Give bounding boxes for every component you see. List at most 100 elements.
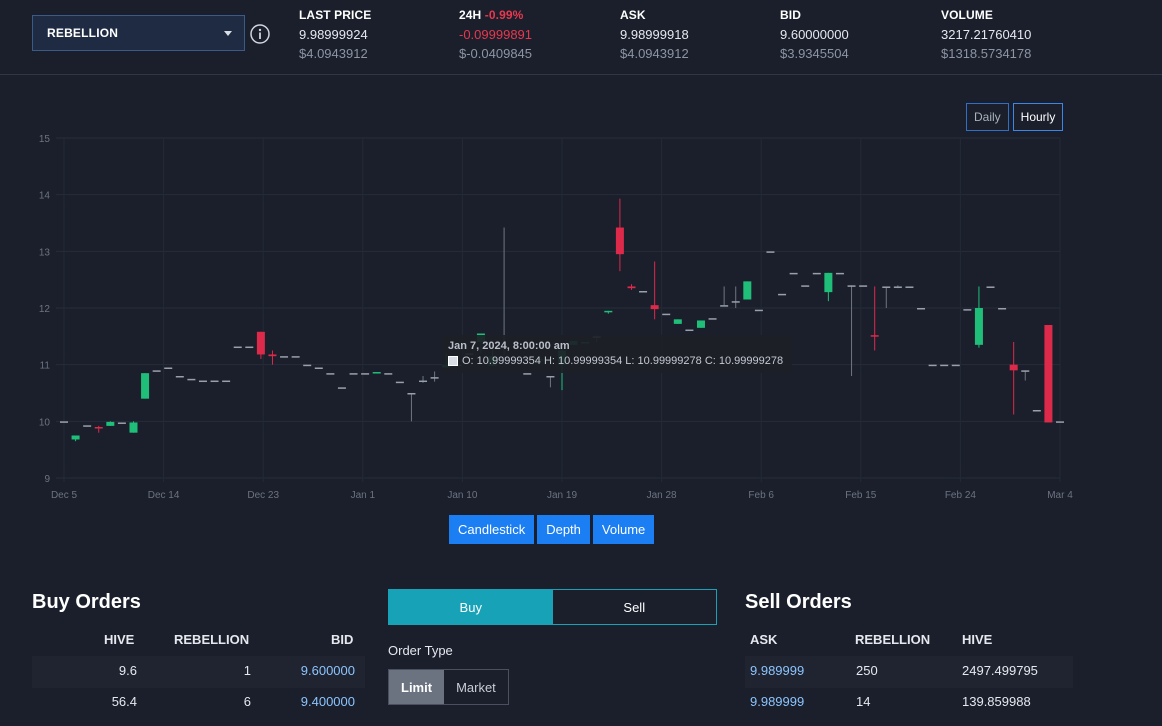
candle-body bbox=[175, 376, 184, 378]
y-tick-label: 15 bbox=[39, 134, 51, 145]
candle-body bbox=[673, 319, 682, 324]
stat-usd: $4.0943912 bbox=[299, 46, 368, 61]
sell-qty: 250 bbox=[856, 663, 878, 678]
volume-button[interactable]: Volume bbox=[592, 515, 655, 544]
candle-body bbox=[812, 272, 821, 275]
hourly-button[interactable]: Hourly bbox=[1012, 103, 1064, 131]
tooltip-date: Jan 7, 2024, 8:00:00 am bbox=[448, 340, 570, 352]
sell-col-ask: ASK bbox=[750, 632, 778, 647]
x-tick-label: Jan 19 bbox=[547, 490, 577, 501]
candle-body bbox=[71, 435, 80, 440]
x-tick-label: Jan 10 bbox=[447, 490, 477, 501]
buy-hive: 56.4 bbox=[111, 694, 137, 709]
sell-ask[interactable]: 9.989999 bbox=[750, 694, 805, 709]
candle-body bbox=[117, 422, 126, 424]
x-tick-label: Dec 5 bbox=[51, 490, 78, 501]
stat-label: 24H -0.99% bbox=[459, 8, 524, 22]
candle-body bbox=[164, 367, 173, 369]
stat-label: ASK bbox=[620, 8, 646, 22]
market-stats-bar: REBELLION LAST PRICE 9.98999924 $4.09439… bbox=[0, 0, 1162, 75]
candle-body bbox=[940, 364, 949, 367]
candle-body bbox=[604, 310, 613, 313]
candle-body bbox=[789, 272, 798, 275]
candle-body bbox=[928, 364, 937, 367]
candle-body bbox=[917, 308, 926, 310]
candle-body bbox=[256, 331, 265, 355]
candle-body bbox=[882, 286, 891, 288]
x-tick-label: Mar 4 bbox=[1047, 490, 1073, 501]
candle-body bbox=[83, 425, 92, 427]
sell-ask[interactable]: 9.989999 bbox=[750, 663, 805, 678]
candle-body bbox=[615, 227, 624, 255]
interval-toggle: Daily Hourly bbox=[966, 103, 1064, 131]
buy-tab[interactable]: Buy bbox=[389, 590, 553, 624]
stat-usd: $-0.0409845 bbox=[459, 46, 533, 61]
candle-body bbox=[152, 370, 161, 372]
buy-orders-title: Buy Orders bbox=[32, 591, 141, 613]
candle-body bbox=[893, 286, 902, 288]
market-button[interactable]: Market bbox=[456, 679, 496, 695]
buy-qty: 6 bbox=[243, 694, 251, 709]
candle-body bbox=[245, 346, 254, 349]
candle-body bbox=[847, 285, 856, 287]
stat-usd: $1318.5734178 bbox=[941, 46, 1032, 61]
candle-body bbox=[210, 380, 219, 383]
candle-body bbox=[187, 378, 196, 381]
stat-usd: $4.0943912 bbox=[620, 46, 689, 61]
candle-body bbox=[407, 393, 416, 395]
candle-body bbox=[1009, 364, 1018, 371]
candle-body bbox=[326, 373, 335, 375]
x-tick-label: Dec 14 bbox=[148, 490, 180, 501]
info-icon[interactable] bbox=[250, 24, 270, 44]
candle-body bbox=[731, 301, 740, 303]
candlestick-button[interactable]: Candlestick bbox=[449, 515, 535, 544]
candle-body bbox=[951, 364, 960, 367]
stat-value: 3217.21760410 bbox=[941, 27, 1032, 42]
buy-bid[interactable]: 9.400000 bbox=[300, 694, 355, 709]
buy-col-bid: BID bbox=[331, 632, 354, 647]
candle-body bbox=[986, 286, 995, 288]
stat-change: -0.99% bbox=[484, 8, 524, 22]
candle-body bbox=[859, 285, 868, 287]
limit-button[interactable]: Limit bbox=[389, 670, 445, 704]
x-tick-label: Jan 28 bbox=[647, 490, 677, 501]
stat-value: 9.98999924 bbox=[299, 27, 368, 42]
order-type-label: Order Type bbox=[388, 643, 453, 658]
sell-order-row[interactable] bbox=[745, 656, 1073, 688]
buy-sell-tabs: Buy Sell bbox=[388, 589, 717, 625]
candle-body bbox=[430, 377, 439, 379]
stat-ask: ASK 9.98999918 $4.0943912 bbox=[620, 6, 689, 63]
candle-body bbox=[106, 421, 115, 426]
candle-body bbox=[372, 372, 381, 374]
candle-body bbox=[546, 376, 555, 378]
candle-body bbox=[835, 272, 844, 275]
sell-tab[interactable]: Sell bbox=[623, 599, 646, 615]
candle-body bbox=[1021, 370, 1030, 372]
buy-qty: 1 bbox=[243, 663, 251, 678]
candle-body bbox=[94, 427, 103, 429]
tooltip-ohlc: O: 10.99999354 H: 10.99999354 L: 10.9999… bbox=[462, 355, 784, 367]
stat-label: VOLUME bbox=[941, 8, 993, 22]
candle-body bbox=[1032, 410, 1041, 412]
depth-button[interactable]: Depth bbox=[537, 515, 590, 544]
candle-body bbox=[974, 308, 983, 345]
candle-body bbox=[291, 356, 300, 358]
candle-body bbox=[303, 364, 312, 367]
token-select[interactable]: REBELLION bbox=[32, 15, 245, 51]
stat-24h: 24H -0.99% -0.09999891 $-0.0409845 bbox=[459, 6, 532, 63]
candle-body bbox=[627, 286, 636, 289]
candle-body bbox=[349, 373, 358, 375]
candle-body bbox=[662, 313, 671, 316]
daily-button[interactable]: Daily bbox=[966, 103, 1009, 131]
stat-label: LAST PRICE bbox=[299, 8, 372, 22]
stat-label: BID bbox=[780, 8, 801, 22]
buy-order-row[interactable] bbox=[32, 656, 365, 688]
price-chart[interactable]: 9 10 11 12 13 14 15 Dec 5 Dec 14 Dec 23 Jan 1 Jan … bbox=[0, 125, 1162, 505]
candle-body bbox=[1044, 325, 1053, 423]
candle-body bbox=[639, 291, 648, 293]
candle-body bbox=[685, 329, 694, 332]
buy-bid[interactable]: 9.600000 bbox=[300, 663, 355, 678]
stat-value: -0.09999891 bbox=[459, 27, 533, 42]
y-tick-label: 11 bbox=[40, 361, 51, 372]
stat-bid: BID 9.60000000 $3.9345504 bbox=[780, 6, 849, 63]
